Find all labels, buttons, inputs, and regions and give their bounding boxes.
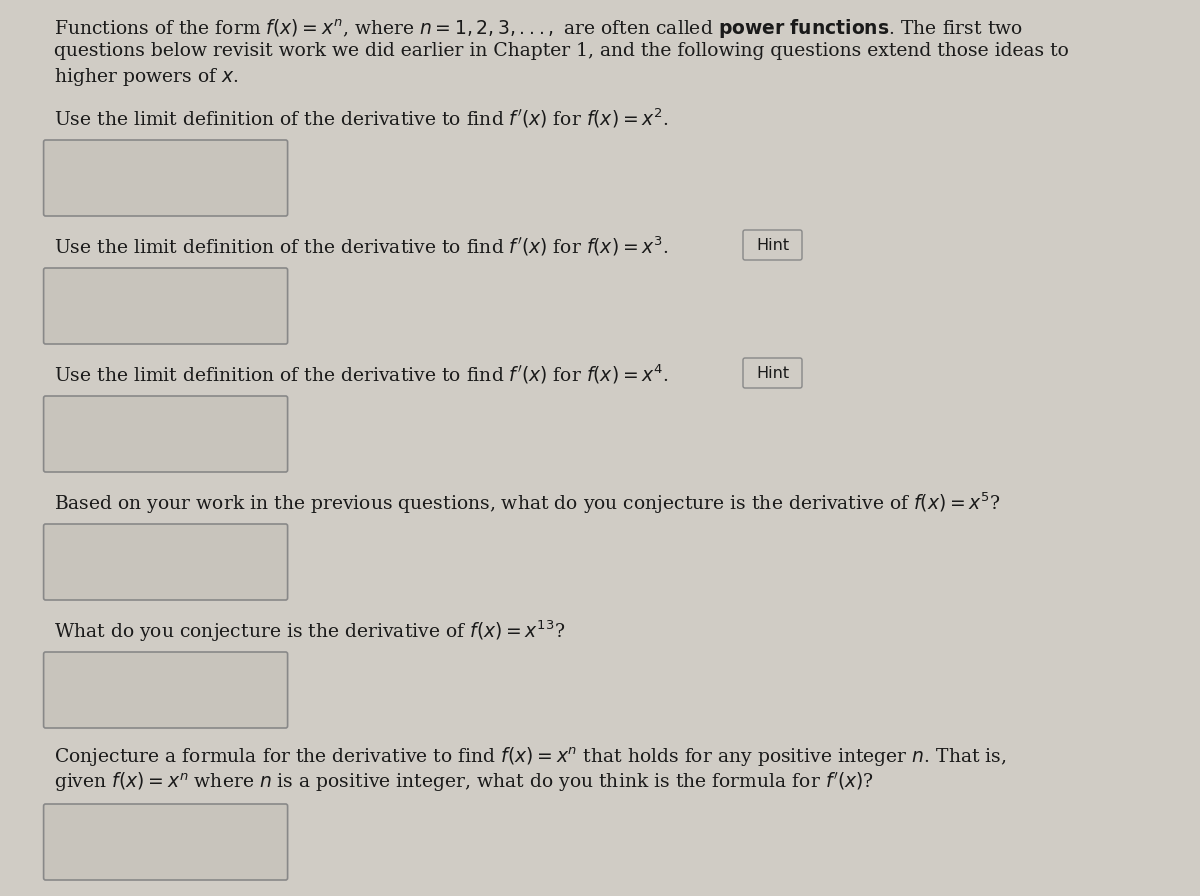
Text: higher powers of $x$.: higher powers of $x$.	[54, 66, 239, 88]
FancyBboxPatch shape	[743, 358, 802, 388]
Text: Based on your work in the previous questions, what do you conjecture is the deri: Based on your work in the previous quest…	[54, 490, 1001, 515]
FancyBboxPatch shape	[43, 804, 288, 880]
Text: Hint: Hint	[756, 366, 790, 381]
Text: What do you conjecture is the derivative of $f(x) = x^{13}$?: What do you conjecture is the derivative…	[54, 618, 565, 643]
Text: Use the limit definition of the derivative to find $f'(x)$ for $f(x) = x^3$.: Use the limit definition of the derivati…	[54, 234, 668, 257]
FancyBboxPatch shape	[43, 524, 288, 600]
FancyBboxPatch shape	[43, 268, 288, 344]
FancyBboxPatch shape	[43, 396, 288, 472]
FancyBboxPatch shape	[43, 140, 288, 216]
Text: Use the limit definition of the derivative to find $f'(x)$ for $f(x) = x^4$.: Use the limit definition of the derivati…	[54, 362, 668, 385]
Text: Conjecture a formula for the derivative to find $f(x) = x^n$ that holds for any : Conjecture a formula for the derivative …	[54, 746, 1007, 770]
FancyBboxPatch shape	[743, 230, 802, 260]
Text: Hint: Hint	[756, 237, 790, 253]
Text: Functions of the form $f(x) = x^n$, where $n = 1, 2, 3, ...,$ are often called $: Functions of the form $f(x) = x^n$, wher…	[54, 18, 1022, 41]
Text: Use the limit definition of the derivative to find $f'(x)$ for $f(x) = x^2$.: Use the limit definition of the derivati…	[54, 106, 668, 130]
Text: given $f(x) = x^n$ where $n$ is a positive integer, what do you think is the for: given $f(x) = x^n$ where $n$ is a positi…	[54, 770, 874, 794]
FancyBboxPatch shape	[43, 652, 288, 728]
Text: questions below revisit work we did earlier in Chapter 1, and the following ques: questions below revisit work we did earl…	[54, 42, 1069, 60]
